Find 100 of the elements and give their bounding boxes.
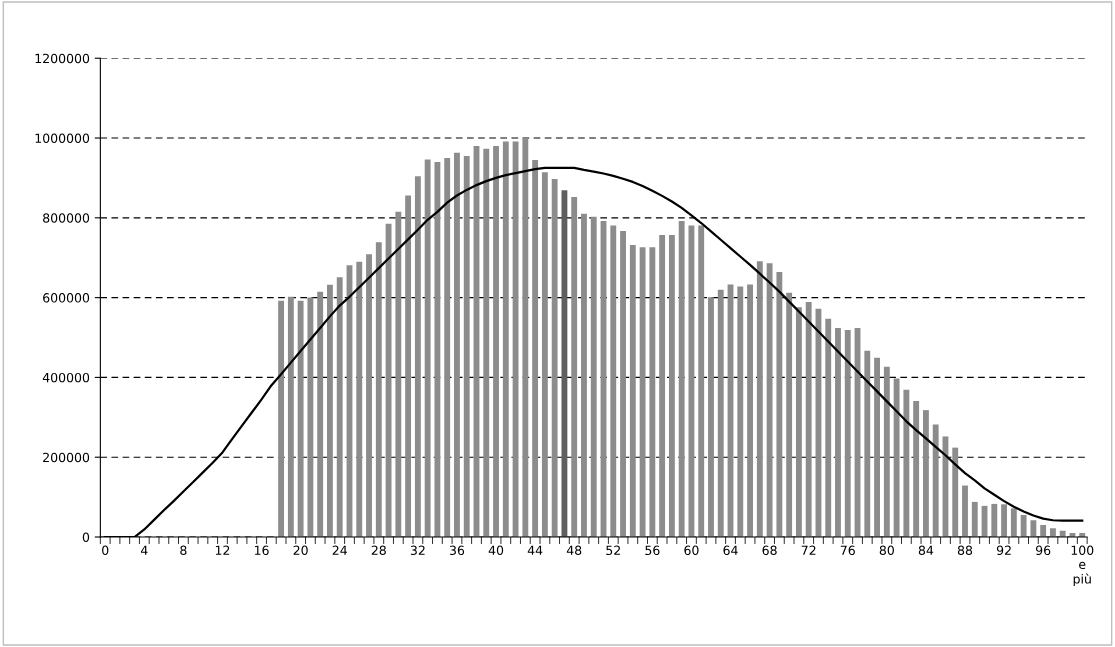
bar [414, 176, 421, 538]
bar [678, 221, 685, 538]
bar [610, 225, 617, 538]
bar [786, 292, 793, 538]
bar [590, 216, 597, 538]
bar [278, 300, 285, 538]
x-tick-label: 8 [180, 545, 187, 556]
bar [1040, 525, 1047, 538]
bar [366, 254, 372, 538]
bar [336, 277, 343, 538]
bar [375, 242, 382, 538]
bar [922, 410, 929, 538]
bar [571, 197, 578, 538]
x-tick-label: 36 [449, 545, 465, 556]
bar [434, 161, 441, 538]
y-tick-label: 400000 [42, 372, 90, 383]
y-tick-label: 200000 [43, 452, 90, 463]
bar [893, 378, 900, 538]
bar [668, 234, 675, 538]
x-tick-label: 72 [801, 545, 816, 555]
bar [776, 272, 783, 538]
bar [483, 148, 490, 538]
x-tick-label: 76 [840, 545, 855, 556]
bar [444, 157, 451, 538]
bar [913, 400, 920, 538]
x-tick-label: 96 [1035, 545, 1051, 556]
bar [317, 291, 324, 538]
bar [1020, 515, 1027, 538]
bar [454, 152, 460, 538]
bar [805, 302, 812, 538]
y-tick-label: 600000 [43, 293, 90, 303]
x-tick-label: 4 [140, 545, 148, 555]
bar [395, 211, 402, 538]
x-tick-label: 20 [293, 545, 308, 556]
bar [297, 300, 304, 538]
bar [1001, 504, 1008, 538]
bar [512, 141, 519, 538]
x-tick-label: 100 e più [1071, 545, 1094, 587]
bar [844, 329, 851, 538]
bar [307, 297, 314, 538]
x-tick-label: 24 [332, 545, 347, 555]
bar [561, 190, 568, 538]
bar [1010, 508, 1017, 538]
bar [463, 155, 470, 538]
bar [874, 357, 880, 538]
bar [766, 263, 773, 538]
bar [493, 146, 499, 538]
bar [620, 230, 626, 538]
x-tick-label: 56 [645, 545, 660, 556]
line-series [104, 166, 1084, 538]
bar [356, 261, 363, 538]
bar [424, 159, 431, 538]
x-tick-label: 28 [371, 545, 386, 556]
x-tick-label: 0 [102, 545, 109, 556]
x-tick-label: 48 [566, 545, 582, 556]
bar [991, 503, 998, 538]
bar [795, 307, 802, 538]
y-tick-label: 800000 [43, 213, 90, 223]
x-tick-label: 16 [254, 545, 269, 556]
bar [737, 286, 744, 538]
x-tick-label: 52 [606, 545, 620, 556]
x-tick-label: 64 [723, 545, 738, 556]
bar [532, 159, 539, 538]
bar [952, 447, 959, 538]
bar [659, 234, 666, 538]
bar [825, 318, 832, 538]
y-tick-label: 1200000 [35, 53, 90, 64]
bar [522, 138, 529, 538]
bar [1050, 528, 1056, 538]
x-tick-label: 60 [684, 545, 699, 556]
bar [835, 327, 841, 538]
x-tick-label: 44 [527, 545, 543, 555]
bar [1030, 520, 1037, 538]
x-tick-label: 92 [996, 545, 1011, 556]
bar [287, 296, 294, 538]
y-tick-label: 0 [82, 532, 90, 542]
x-tick-label: 40 [488, 545, 504, 556]
bar [971, 501, 978, 538]
x-tick-label: 32 [410, 545, 425, 556]
bar [864, 350, 871, 538]
x-tick-label: 84 [918, 545, 934, 556]
bar [581, 213, 587, 538]
y-tick-label: 1000000 [35, 133, 90, 143]
x-tick-label: 88 [957, 545, 973, 556]
bar [708, 297, 714, 538]
x-tick-label: 80 [879, 545, 894, 556]
bar [903, 389, 910, 538]
bar [649, 247, 656, 538]
bar [405, 195, 412, 538]
bar [639, 247, 646, 538]
bar [541, 172, 548, 538]
bar [962, 485, 968, 538]
bar [327, 284, 333, 538]
bar [502, 141, 509, 538]
bar [747, 284, 753, 538]
bar [932, 424, 939, 538]
bar [717, 289, 724, 538]
bar [883, 366, 890, 538]
bar [698, 225, 705, 538]
x-tick-label: 12 [215, 545, 230, 555]
